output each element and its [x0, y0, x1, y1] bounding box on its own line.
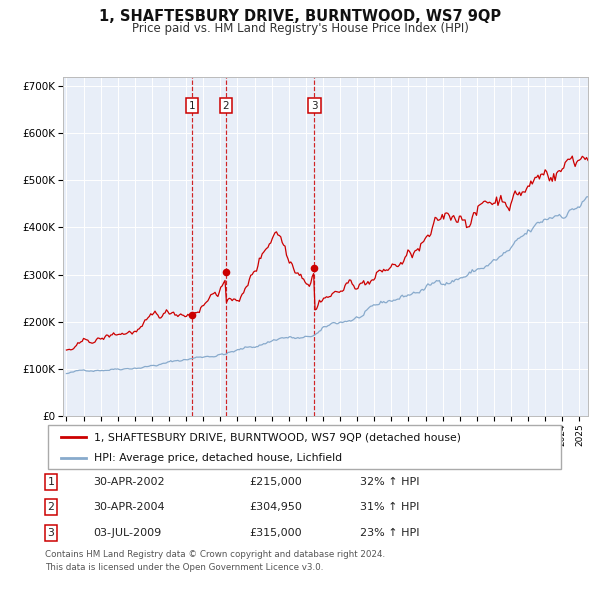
FancyBboxPatch shape [48, 425, 561, 469]
Text: 1, SHAFTESBURY DRIVE, BURNTWOOD, WS7 9QP (detached house): 1, SHAFTESBURY DRIVE, BURNTWOOD, WS7 9QP… [94, 432, 461, 442]
Text: 31% ↑ HPI: 31% ↑ HPI [360, 503, 419, 512]
Text: This data is licensed under the Open Government Licence v3.0.: This data is licensed under the Open Gov… [45, 563, 323, 572]
Text: HPI: Average price, detached house, Lichfield: HPI: Average price, detached house, Lich… [94, 453, 342, 463]
Text: 30-APR-2004: 30-APR-2004 [93, 503, 164, 512]
Text: Contains HM Land Registry data © Crown copyright and database right 2024.: Contains HM Land Registry data © Crown c… [45, 550, 385, 559]
Text: 03-JUL-2009: 03-JUL-2009 [93, 528, 161, 537]
Text: 1, SHAFTESBURY DRIVE, BURNTWOOD, WS7 9QP: 1, SHAFTESBURY DRIVE, BURNTWOOD, WS7 9QP [99, 9, 501, 24]
Text: 30-APR-2002: 30-APR-2002 [93, 477, 164, 487]
Text: £315,000: £315,000 [249, 528, 302, 537]
Text: £304,950: £304,950 [249, 503, 302, 512]
Text: 2: 2 [223, 100, 229, 110]
Text: 2: 2 [47, 503, 55, 512]
Text: 1: 1 [47, 477, 55, 487]
Text: £215,000: £215,000 [249, 477, 302, 487]
Text: 23% ↑ HPI: 23% ↑ HPI [360, 528, 419, 537]
Text: 1: 1 [188, 100, 195, 110]
Text: 3: 3 [47, 528, 55, 537]
Text: 32% ↑ HPI: 32% ↑ HPI [360, 477, 419, 487]
Text: Price paid vs. HM Land Registry's House Price Index (HPI): Price paid vs. HM Land Registry's House … [131, 22, 469, 35]
Text: 3: 3 [311, 100, 317, 110]
